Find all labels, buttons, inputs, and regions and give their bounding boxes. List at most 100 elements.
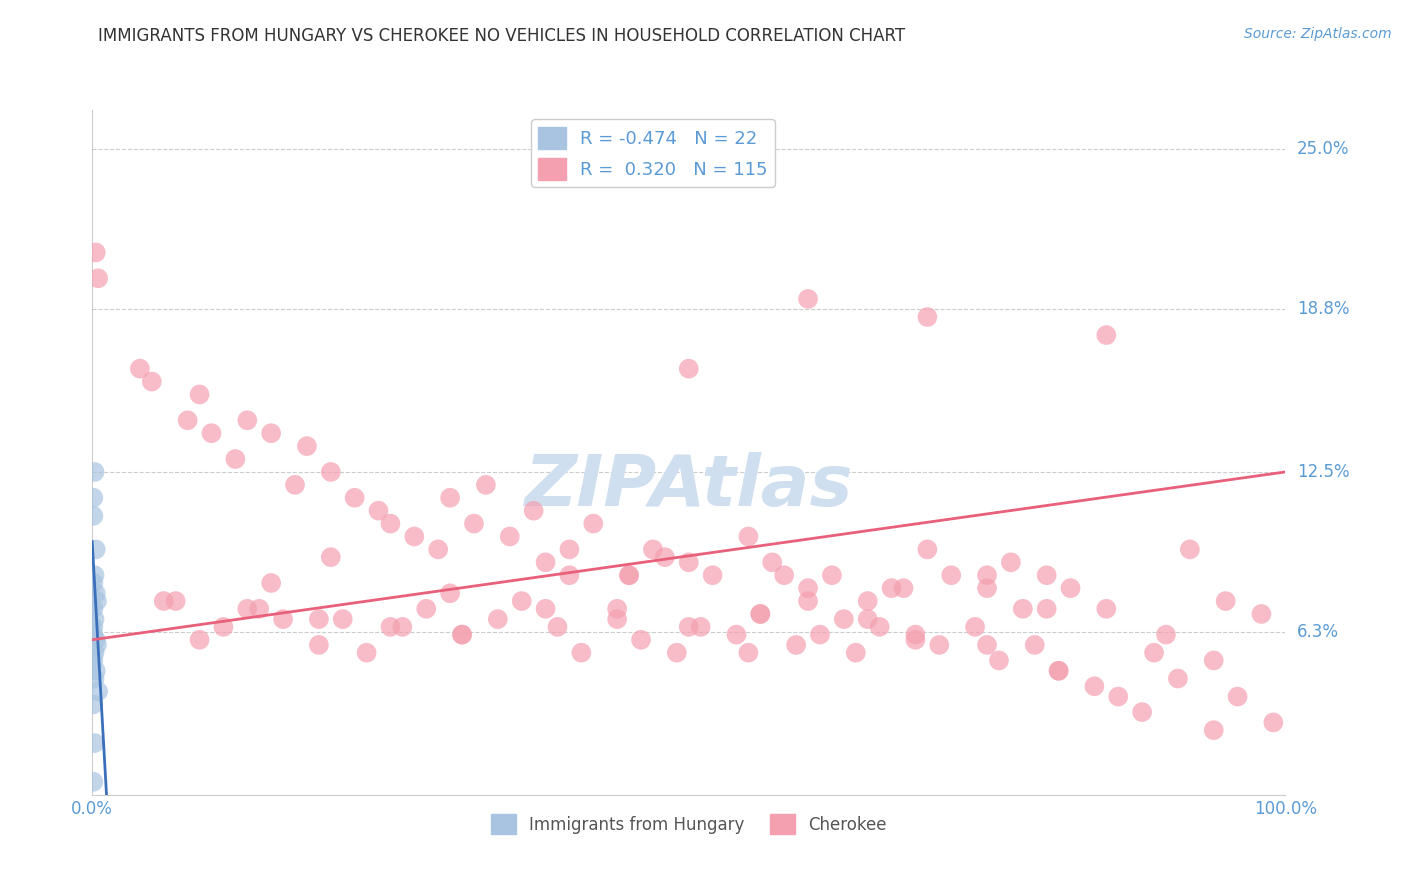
- Text: 18.8%: 18.8%: [1298, 301, 1350, 318]
- Point: [1202, 653, 1225, 667]
- Point: [236, 602, 259, 616]
- Point: [797, 581, 820, 595]
- Point: [582, 516, 605, 531]
- Point: [224, 452, 246, 467]
- Point: [212, 620, 235, 634]
- Point: [617, 568, 640, 582]
- Point: [987, 653, 1010, 667]
- Point: [1059, 581, 1081, 595]
- Point: [917, 542, 939, 557]
- Point: [82, 620, 104, 634]
- Point: [1011, 602, 1033, 616]
- Point: [86, 638, 108, 652]
- Point: [271, 612, 294, 626]
- Point: [87, 684, 110, 698]
- Point: [82, 653, 104, 667]
- Point: [678, 620, 700, 634]
- Point: [343, 491, 366, 505]
- Point: [475, 478, 498, 492]
- Point: [917, 310, 939, 324]
- Point: [832, 612, 855, 626]
- Point: [689, 620, 711, 634]
- Text: IMMIGRANTS FROM HUNGARY VS CHEROKEE NO VEHICLES IN HOUSEHOLD CORRELATION CHART: IMMIGRANTS FROM HUNGARY VS CHEROKEE NO V…: [98, 27, 905, 45]
- Point: [534, 602, 557, 616]
- Point: [83, 568, 105, 582]
- Point: [391, 620, 413, 634]
- Point: [928, 638, 950, 652]
- Point: [82, 576, 104, 591]
- Point: [83, 465, 105, 479]
- Point: [284, 478, 307, 492]
- Text: ZIPAtlas: ZIPAtlas: [524, 452, 853, 521]
- Point: [380, 620, 402, 634]
- Point: [86, 594, 108, 608]
- Point: [200, 426, 222, 441]
- Point: [356, 646, 378, 660]
- Point: [941, 568, 963, 582]
- Point: [702, 568, 724, 582]
- Point: [141, 375, 163, 389]
- Point: [856, 594, 879, 608]
- Point: [1263, 715, 1285, 730]
- Point: [617, 568, 640, 582]
- Point: [678, 361, 700, 376]
- Point: [510, 594, 533, 608]
- Text: Source: ZipAtlas.com: Source: ZipAtlas.com: [1244, 27, 1392, 41]
- Point: [486, 612, 509, 626]
- Point: [654, 550, 676, 565]
- Point: [773, 568, 796, 582]
- Point: [152, 594, 174, 608]
- Point: [82, 491, 104, 505]
- Point: [439, 491, 461, 505]
- Point: [236, 413, 259, 427]
- Point: [904, 627, 927, 641]
- Point: [761, 555, 783, 569]
- Point: [880, 581, 903, 595]
- Point: [451, 627, 474, 641]
- Point: [749, 607, 772, 621]
- Point: [976, 638, 998, 652]
- Point: [630, 632, 652, 647]
- Point: [84, 664, 107, 678]
- Point: [678, 555, 700, 569]
- Point: [1035, 568, 1057, 582]
- Point: [83, 736, 105, 750]
- Point: [547, 620, 569, 634]
- Point: [523, 504, 546, 518]
- Point: [1095, 328, 1118, 343]
- Point: [451, 627, 474, 641]
- Point: [976, 581, 998, 595]
- Point: [1107, 690, 1129, 704]
- Point: [82, 627, 104, 641]
- Point: [380, 516, 402, 531]
- Point: [247, 602, 270, 616]
- Point: [1047, 664, 1070, 678]
- Point: [1178, 542, 1201, 557]
- Point: [1215, 594, 1237, 608]
- Point: [308, 612, 330, 626]
- Point: [83, 646, 105, 660]
- Point: [641, 542, 664, 557]
- Point: [83, 612, 105, 626]
- Point: [797, 594, 820, 608]
- Point: [129, 361, 152, 376]
- Point: [84, 245, 107, 260]
- Point: [558, 542, 581, 557]
- Point: [965, 620, 987, 634]
- Point: [463, 516, 485, 531]
- Point: [1024, 638, 1046, 652]
- Point: [845, 646, 868, 660]
- Point: [260, 426, 283, 441]
- Point: [534, 555, 557, 569]
- Point: [1035, 602, 1057, 616]
- Point: [404, 529, 426, 543]
- Point: [82, 508, 104, 523]
- Point: [82, 698, 104, 712]
- Text: 6.3%: 6.3%: [1298, 623, 1340, 641]
- Point: [1154, 627, 1177, 641]
- Point: [87, 271, 110, 285]
- Point: [976, 568, 998, 582]
- Point: [82, 602, 104, 616]
- Text: 12.5%: 12.5%: [1298, 463, 1350, 481]
- Point: [332, 612, 354, 626]
